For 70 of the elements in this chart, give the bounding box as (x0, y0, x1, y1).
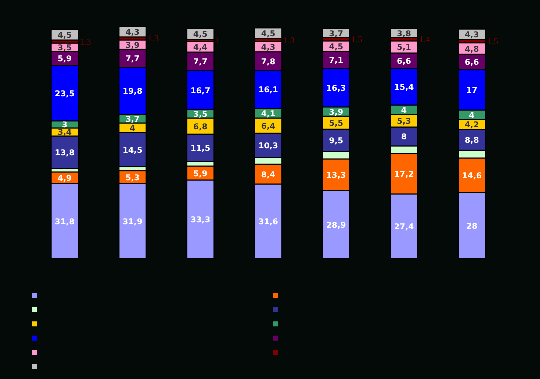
data-label: 16,7 (190, 86, 211, 96)
data-label: 1.3 (80, 36, 92, 47)
data-label: 28,9 (326, 220, 347, 230)
data-label: 31,8 (55, 217, 76, 226)
data-label: 4,5 (58, 30, 72, 40)
data-label: 5,5 (329, 118, 344, 128)
data-label: 15,4 (394, 83, 415, 92)
data-label: 16,3 (326, 84, 346, 93)
data-label: 5,9 (194, 169, 208, 178)
data-label: 6,8 (194, 122, 208, 132)
data-label: 7,7 (194, 57, 208, 66)
data-label: 4,2 (464, 120, 480, 130)
data-label: 4,3 (126, 28, 140, 38)
data-label: 17 (466, 86, 478, 96)
data-label: 5,3 (397, 117, 412, 126)
data-label: 7,7 (126, 54, 140, 64)
data-label: 17,2 (394, 170, 414, 179)
data-label: 4,1 (261, 109, 276, 118)
data-label: 4,3 (464, 30, 480, 40)
data-label: 31,6 (258, 218, 279, 227)
data-label: 8,4 (261, 170, 276, 180)
data-label: 3,9 (126, 40, 140, 50)
data-label: 3,5 (58, 43, 72, 52)
data-label: 3,9 (329, 108, 344, 117)
data-label: 11,5 (190, 144, 211, 153)
data-label: 6,6 (397, 57, 412, 66)
data-label: 5,9 (58, 54, 72, 64)
data-label: 1.4 (419, 34, 432, 45)
data-label: 13,3 (326, 170, 346, 180)
data-label: 4 (401, 106, 408, 116)
data-label: 1.3 (148, 34, 160, 44)
data-label: 3,7 (329, 29, 344, 38)
data-label: 10,3 (258, 142, 278, 151)
data-label: 28 (466, 222, 478, 231)
data-label: 8 (401, 132, 408, 142)
data-label: 14,5 (122, 146, 144, 155)
data-label: 3,5 (194, 110, 208, 120)
data-label: 1.5 (487, 36, 499, 46)
data-label: 9,5 (329, 136, 344, 146)
data-label: 13,8 (55, 148, 76, 158)
data-label: 7,1 (329, 56, 344, 66)
data-label: 16,1 (258, 86, 279, 95)
data-label: 4,5 (194, 30, 208, 40)
data-label: 4,3 (261, 42, 276, 52)
data-label: 27,4 (394, 222, 415, 232)
data-label: 6,4 (261, 122, 276, 131)
data-label: 3 (62, 120, 68, 130)
data-label: 31,9 (122, 217, 144, 226)
data-label: 4,5 (329, 42, 344, 52)
data-label: 3,7 (126, 114, 140, 124)
data-label: 5,3 (126, 173, 140, 182)
data-label: 4,4 (194, 43, 208, 52)
data-label: 7,8 (261, 57, 276, 66)
data-label: 23,5 (55, 89, 76, 98)
data-label: 4 (130, 124, 136, 133)
data-label: 3,8 (397, 29, 412, 38)
data-label: 5,1 (397, 43, 412, 52)
data-label: 19,8 (122, 87, 144, 96)
data-label: 4 (469, 110, 476, 120)
data-label: 4,8 (464, 44, 480, 54)
data-label: 3,4 (58, 128, 72, 138)
data-label: 4,5 (261, 30, 276, 39)
data-label: 4,9 (58, 174, 72, 183)
data-label: 1 (216, 36, 220, 46)
data-label: 8,8 (464, 136, 480, 146)
data-label: 6,6 (464, 58, 480, 68)
data-label: 14,6 (462, 172, 482, 181)
data-label: 1.5 (351, 34, 364, 44)
data-label: 1.3 (284, 35, 296, 46)
data-label: 33,3 (190, 216, 211, 225)
